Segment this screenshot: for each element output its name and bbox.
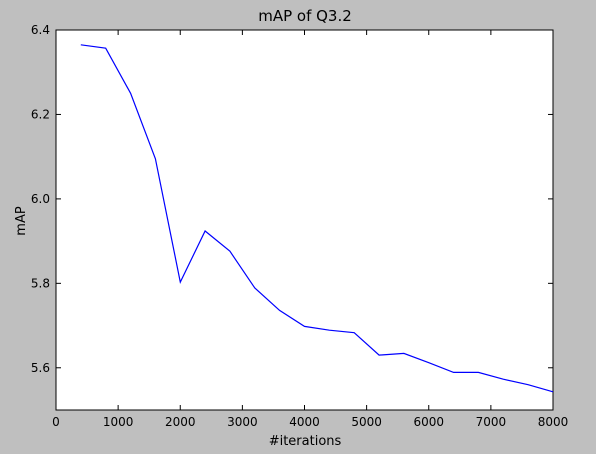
x-axis-label: #iterations xyxy=(269,434,342,449)
y-tick-label: 6.4 xyxy=(31,23,50,37)
x-tick-label: 6000 xyxy=(413,415,444,429)
series-line xyxy=(80,44,554,393)
axis-ticks xyxy=(55,29,554,410)
x-tick-label: 3000 xyxy=(227,415,258,429)
x-tick-label: 1000 xyxy=(103,415,134,429)
x-tick-label: 7000 xyxy=(476,415,507,429)
y-tick-label: 5.6 xyxy=(31,361,50,375)
x-tick-label: 4000 xyxy=(289,415,320,429)
y-tick-label: 5.8 xyxy=(31,276,50,290)
axis-tick-labels: 0 1000 2000 3000 4000 5000 6000 7000 8000 5.6 5.8 6… xyxy=(31,23,568,429)
y-tick-label: 6.0 xyxy=(31,192,50,206)
x-tick-label: 5000 xyxy=(351,415,382,429)
plot-area xyxy=(55,29,554,411)
y-axis-label: mAP xyxy=(14,206,29,236)
x-tick-label: 0 xyxy=(52,415,60,429)
y-tick-label: 6.2 xyxy=(31,107,50,121)
x-tick-label: 2000 xyxy=(165,415,196,429)
x-tick-label: 8000 xyxy=(538,415,569,429)
chart-title: mAP of Q3.2 xyxy=(258,7,352,25)
